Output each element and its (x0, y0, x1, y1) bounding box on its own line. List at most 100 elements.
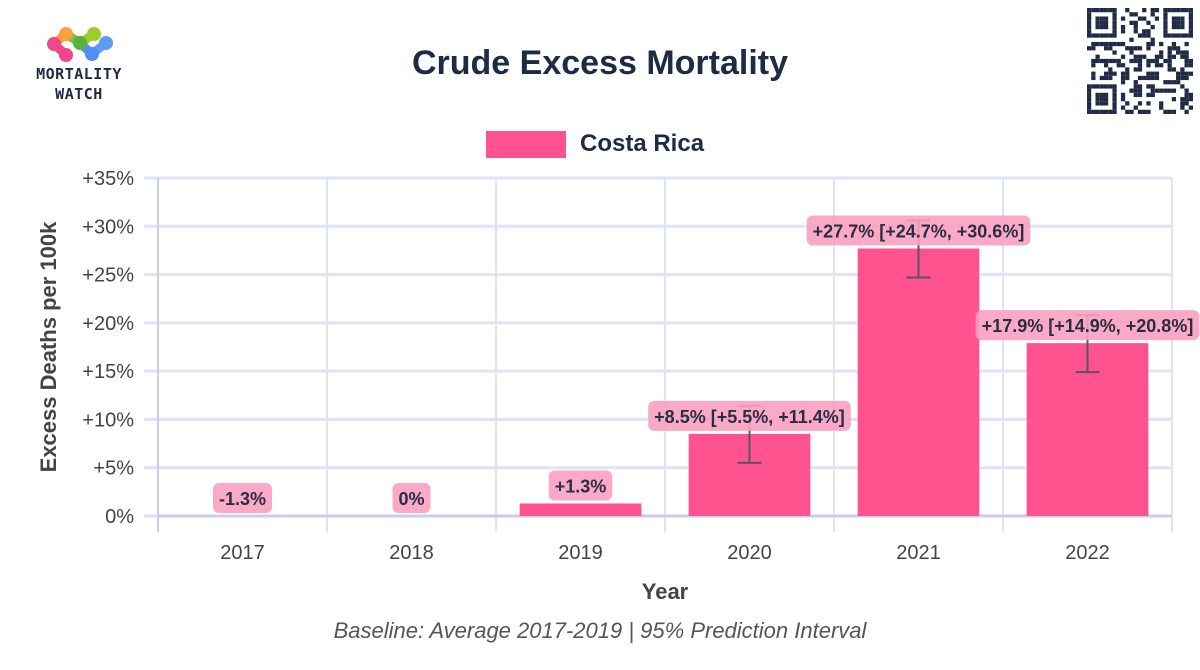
qr-module (1103, 109, 1109, 114)
qr-module (1184, 97, 1189, 102)
qr-module (1184, 101, 1189, 106)
qr-module (1163, 88, 1168, 93)
qr-module (1133, 88, 1138, 93)
qr-module (1112, 92, 1117, 98)
qr-module (1150, 37, 1155, 42)
qr-module (1167, 63, 1172, 68)
qr-module (1120, 97, 1126, 102)
data-label-2021: +27.7% [+24.7%, +30.6%] (806, 215, 1031, 246)
qr-module (1146, 29, 1151, 34)
qr-module (1099, 97, 1104, 102)
qr-module (1133, 12, 1138, 17)
qr-module (1146, 71, 1151, 76)
qr-module (1103, 24, 1109, 30)
x-tick-label: 2017 (220, 542, 265, 564)
qr-module (1103, 8, 1109, 13)
qr-module (1176, 16, 1181, 21)
qr-module (1099, 8, 1104, 13)
qr-module (1129, 46, 1134, 51)
qr-module (1176, 75, 1181, 81)
y-tick-label: +20% (82, 313, 134, 335)
data-label-2020: +8.5% [+5.5%, +11.4%] (648, 400, 851, 431)
qr-module (1188, 63, 1193, 68)
bar-2021 (857, 248, 980, 517)
qr-module (1146, 33, 1151, 38)
qr-module (1184, 109, 1189, 114)
qr-module (1112, 12, 1117, 17)
qr-module (1087, 84, 1092, 89)
qr-module (1184, 41, 1189, 47)
qr-module (1176, 80, 1181, 85)
qr-module (1087, 92, 1092, 98)
qr-module (1188, 97, 1193, 102)
qr-module (1146, 101, 1151, 106)
qr-module (1103, 75, 1109, 81)
qr-module (1087, 105, 1092, 110)
qr-module (1125, 67, 1130, 72)
qr-module (1103, 92, 1109, 98)
qr-module (1095, 16, 1100, 21)
logo-text: MORTALITY WATCH (14, 64, 144, 104)
bars (519, 248, 1149, 517)
qr-module (1116, 41, 1121, 47)
qr-module (1167, 80, 1172, 85)
qr-module (1167, 8, 1172, 13)
logo-text-line1: MORTALITY (36, 65, 122, 83)
qr-module (1129, 109, 1134, 114)
qr-module (1099, 20, 1104, 25)
qr-module (1091, 33, 1096, 38)
qr-module (1184, 33, 1189, 38)
qr-code-icon[interactable] (1087, 8, 1193, 114)
qr-module (1176, 46, 1181, 51)
qr-module (1087, 97, 1092, 102)
qr-module (1142, 8, 1147, 13)
qr-module (1150, 92, 1155, 98)
qr-module (1171, 46, 1177, 51)
qr-module (1087, 46, 1092, 51)
baseline-note: Baseline: Average 2017-2019 | 95% Predic… (333, 618, 867, 643)
qr-module (1108, 109, 1113, 114)
data-label-2022: +17.9% [+14.9%, +20.8%] (975, 310, 1200, 341)
qr-module (1103, 84, 1109, 89)
qr-module (1095, 20, 1100, 25)
qr-module (1087, 29, 1092, 34)
qr-module (1125, 8, 1130, 13)
qr-module (1099, 92, 1104, 98)
qr-module (1146, 109, 1151, 114)
qr-module (1125, 75, 1130, 81)
qr-module (1099, 58, 1104, 64)
qr-module (1125, 46, 1130, 51)
qr-module (1133, 29, 1138, 34)
qr-module (1184, 88, 1189, 93)
qr-module (1125, 101, 1130, 106)
qr-module (1180, 8, 1185, 13)
qr-module (1099, 16, 1104, 21)
qr-module (1133, 105, 1138, 110)
data-label-background (212, 483, 273, 513)
qr-module (1146, 58, 1151, 64)
qr-module (1137, 67, 1143, 72)
qr-module (1116, 63, 1121, 68)
legend[interactable]: Costa Rica (486, 128, 704, 160)
qr-module (1146, 20, 1151, 25)
qr-module (1188, 58, 1193, 64)
qr-module (1163, 109, 1168, 114)
qr-module (1108, 33, 1113, 38)
qr-module (1137, 63, 1143, 68)
qr-module (1133, 54, 1138, 59)
qr-module (1091, 109, 1096, 114)
qr-module (1180, 105, 1185, 110)
qr-module (1154, 58, 1160, 64)
qr-module (1112, 29, 1117, 34)
qr-module (1163, 24, 1168, 30)
qr-module (1163, 29, 1168, 34)
qr-module (1120, 71, 1126, 76)
qr-module (1146, 75, 1151, 81)
qr-module (1154, 63, 1160, 68)
qr-module (1099, 84, 1104, 89)
qr-module (1095, 92, 1100, 98)
qr-module (1188, 8, 1193, 13)
qr-module (1091, 8, 1096, 13)
qr-module (1091, 75, 1096, 81)
qr-module (1146, 46, 1151, 51)
